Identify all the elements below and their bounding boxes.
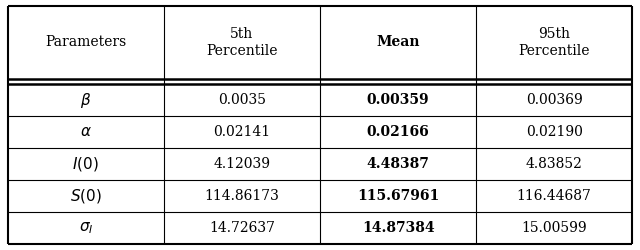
Text: 4.48387: 4.48387 (367, 157, 429, 171)
Text: 14.72637: 14.72637 (209, 221, 275, 235)
Text: 116.44687: 116.44687 (517, 189, 591, 203)
Text: 114.86173: 114.86173 (205, 189, 279, 203)
Text: 5th
Percentile: 5th Percentile (206, 28, 278, 58)
Text: 0.00369: 0.00369 (526, 93, 582, 107)
Text: 0.02166: 0.02166 (367, 125, 429, 139)
Text: 0.02190: 0.02190 (526, 125, 582, 139)
Text: 95th
Percentile: 95th Percentile (518, 28, 590, 58)
Text: 0.0035: 0.0035 (218, 93, 266, 107)
Text: 4.83852: 4.83852 (526, 157, 582, 171)
Text: 15.00599: 15.00599 (522, 221, 587, 235)
Text: $\beta$: $\beta$ (80, 91, 92, 110)
Text: Mean: Mean (376, 36, 420, 50)
Text: $\alpha$: $\alpha$ (80, 125, 92, 139)
Text: Parameters: Parameters (45, 36, 126, 50)
Text: 4.12039: 4.12039 (213, 157, 271, 171)
Text: 0.02141: 0.02141 (213, 125, 271, 139)
Text: 0.00359: 0.00359 (367, 93, 429, 107)
Text: 115.67961: 115.67961 (357, 189, 439, 203)
Text: $\sigma_I$: $\sigma_I$ (79, 220, 93, 236)
Text: $I(0)$: $I(0)$ (72, 155, 99, 173)
Text: $S(0)$: $S(0)$ (70, 187, 102, 205)
Text: 14.87384: 14.87384 (362, 221, 435, 235)
